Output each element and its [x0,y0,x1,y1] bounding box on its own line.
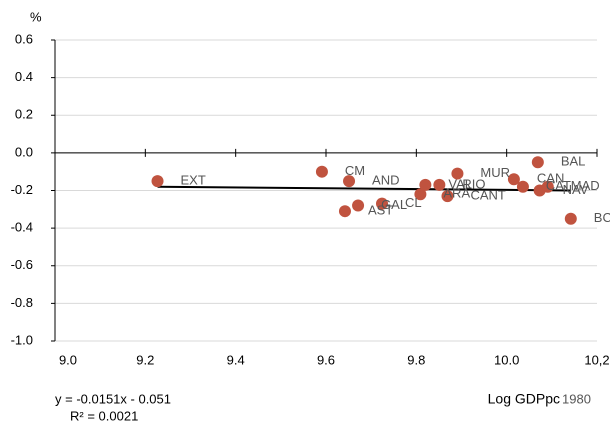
point-label: MAD [571,178,600,193]
point [352,199,365,212]
point [564,212,577,225]
point [433,178,446,191]
point-label: BC [594,210,610,225]
point-label: CAN [537,171,564,186]
point [531,156,544,169]
x-tick-label: 9.8 [407,352,425,367]
y-tick-label: 0.4 [15,69,33,84]
point-label: ARA [443,186,470,201]
point-label: AST [368,203,393,218]
point [414,188,427,201]
point [151,175,164,188]
point [451,167,464,180]
point [507,173,520,186]
y-tick-label: -1.0 [11,332,33,347]
y-tick-label: 0.6 [15,31,33,46]
r-squared: R² = 0.0021 [70,408,138,423]
point [441,190,454,203]
y-tick-label: 0.2 [15,107,33,122]
x-tick-label: 9.2 [136,352,154,367]
point [315,165,328,178]
y-tick-label: -0.4 [11,220,33,235]
x-axis-label: Log GDPpc [488,391,560,407]
y-tick-label: -0.2 [11,182,33,197]
point-label: CAT [546,178,571,193]
x-tick-label: 10,2 [584,352,609,367]
point-label: NAV [563,182,589,197]
equation: y = -0.0151x - 0.051 [55,391,171,406]
x-tick-label: 10.0 [494,352,519,367]
point-label: AND [372,173,399,188]
x-axis-label-note: 1980 [562,391,591,406]
y-tick-label: -0.6 [11,257,33,272]
point-label: RIO [462,176,485,191]
point-label: VAL [448,176,472,191]
point [343,175,356,188]
x-tick-label: 9.6 [317,352,335,367]
trend-line [157,185,571,192]
y-tick-label: -0.8 [11,295,33,310]
point [516,180,529,193]
point [419,178,432,191]
y-axis-label: % [30,9,42,24]
point-label: CANT [470,188,505,203]
point-label: MUR [480,165,510,180]
point-label: GAL [381,197,407,212]
x-tick-label: 9.0 [59,352,77,367]
x-tick-label: 9.4 [227,352,245,367]
point [338,205,351,218]
point [376,197,389,210]
y-tick-label: 0.0 [15,144,33,159]
point [541,180,554,193]
point-label: CL [405,195,422,210]
point-label: BAL [561,154,586,169]
point-label: EXT [181,173,206,188]
point-label: CM [345,163,365,178]
